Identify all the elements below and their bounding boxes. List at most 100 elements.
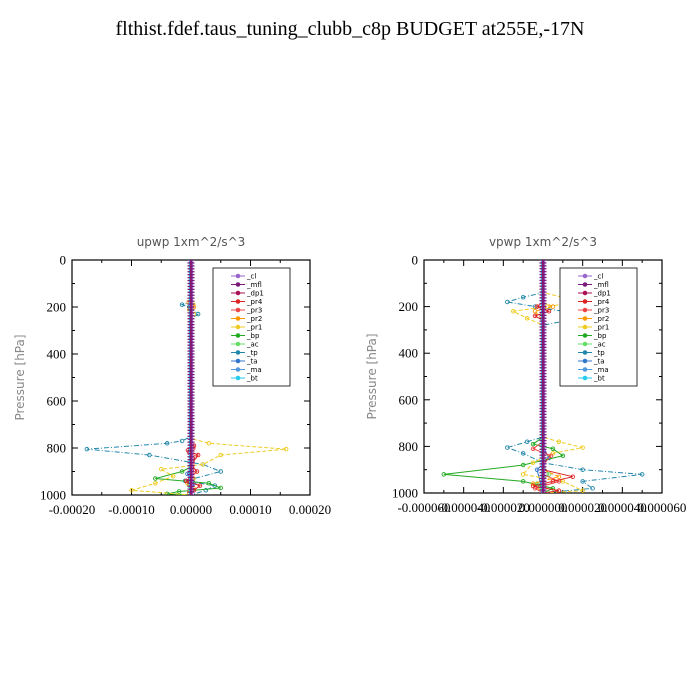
legend-marker-ta (582, 358, 588, 364)
series-point-pr1 (170, 473, 176, 479)
legend-marker-pr3 (235, 307, 241, 313)
x-tick-label: 0.000000 (519, 500, 568, 515)
series-point-ac (546, 472, 552, 477)
series-point-tp (639, 472, 645, 477)
legend-marker-pr1 (582, 324, 588, 330)
series-point-bp (520, 462, 526, 468)
series-point-pr1 (153, 481, 158, 486)
series-point-bp (441, 472, 447, 477)
series-line-tp (505, 260, 643, 493)
legend-entry-pr2: _pr2 (593, 315, 609, 323)
x-tick-label: 0.000020 (558, 500, 607, 515)
series-line-tp (86, 260, 223, 495)
y-tick-label: 0 (412, 253, 419, 268)
series-point-bp (153, 476, 158, 481)
y-tick-label: 1000 (40, 488, 66, 503)
legend-entry-bt: _bt (593, 375, 605, 383)
legend-marker-ma (582, 367, 588, 372)
legend-marker-pr2 (582, 316, 588, 321)
series-point-bp (550, 486, 556, 491)
legend-entry-ma: _ma (593, 366, 609, 374)
y-tick-label: 400 (47, 347, 67, 362)
x-tick-label: -0.000060 (397, 500, 450, 515)
legend-entry-mfl: _mfl (246, 281, 262, 289)
series-point-ta (534, 467, 540, 472)
series-point-bp (550, 446, 556, 451)
series-point-tp (505, 299, 510, 305)
series-point-pr4 (532, 313, 538, 319)
series-point-tp (195, 311, 201, 317)
series-point-pr1 (524, 316, 530, 321)
legend: _cl_mfl_dp1_pr4_pr3_pr2_pr1_bp_ac_tp_ta_… (559, 267, 638, 387)
series-point-pr4 (556, 488, 562, 493)
legend-marker-ma (235, 367, 241, 372)
legend-marker-tp (235, 350, 241, 355)
legend-marker-bp (235, 333, 241, 338)
series-point-bp (164, 491, 170, 495)
series-point-bp (218, 485, 223, 491)
legend-marker-mfl (582, 282, 588, 287)
series-point-tp (147, 452, 152, 458)
x-tick-label: -0.000040 (437, 500, 490, 515)
legend-entry-mfl: _mfl (593, 281, 609, 289)
y-tick-label: 800 (399, 439, 419, 454)
y-tick-label: 600 (47, 394, 67, 409)
series-point-tp (164, 441, 170, 446)
series-point-pr4 (197, 483, 203, 488)
x-tick-label: 0.00010 (229, 502, 271, 517)
series-point-tp (505, 445, 510, 450)
series-point-pr1 (520, 472, 526, 477)
legend-marker-pr2 (235, 316, 241, 321)
series-point-pr1 (283, 446, 289, 452)
legend-marker-bt (235, 375, 241, 381)
legend-entry-cl: _cl (246, 273, 256, 281)
legend-marker-mfl (235, 282, 241, 287)
panel-title: upwp 1xm^2/s^3 (137, 235, 246, 249)
series-point-tp (524, 439, 530, 444)
series-point-pr4 (194, 469, 200, 474)
y-tick-label: 600 (399, 392, 419, 407)
series-point-pr4 (534, 304, 540, 309)
series-point-tp (203, 488, 209, 493)
legend-entry-pr1: _pr1 (593, 324, 609, 332)
series-group (441, 260, 645, 493)
legend-entry-bp: _bp (593, 332, 607, 340)
series-point-tp (212, 483, 218, 488)
series-point-bp (179, 469, 185, 474)
series-point-tp (179, 438, 185, 444)
series-point-pr1 (218, 452, 223, 458)
series-point-pr2 (530, 481, 536, 486)
series-point-bp (520, 479, 526, 484)
legend-entry-bt: _bt (246, 375, 258, 383)
series-point-bp (530, 441, 536, 447)
legend-marker-pr1 (235, 324, 241, 330)
y-axis-label: Pressure [hPa] (365, 333, 379, 419)
legend-marker-tp (582, 350, 588, 355)
series-point-tp (580, 467, 585, 472)
x-tick-label: 0.00020 (289, 502, 331, 517)
legend-marker-cl (582, 273, 588, 279)
legend-marker-pr3 (582, 307, 588, 313)
series-point-pr2 (550, 304, 556, 309)
panel-title: vpwp 1xm^2/s^3 (489, 235, 597, 249)
legend: _cl_mfl_dp1_pr4_pr3_pr2_pr1_bp_ac_tp_ta_… (212, 267, 291, 387)
series-point-pr4 (530, 483, 536, 489)
x-tick-label: -0.000020 (477, 500, 530, 515)
legend-marker-bp (582, 333, 588, 338)
legend-marker-dp1 (582, 290, 588, 296)
series-point-tp (580, 479, 585, 484)
legend-entry-pr4: _pr4 (593, 298, 610, 306)
chart-panel-0: upwp 1xm^2/s^3 Pressure [hPa] -0.00020 -0.0… (13, 235, 331, 517)
y-tick-label: 0 (60, 253, 67, 268)
x-tick-label: 0.000060 (638, 500, 687, 515)
series-point-bp (560, 453, 566, 458)
series-point-pr2 (556, 474, 562, 479)
series-point-pr1 (580, 445, 585, 450)
legend-marker-cl (235, 273, 241, 279)
series-point-tp (520, 295, 526, 300)
legend-box (212, 267, 291, 387)
series-point-tp (84, 446, 90, 452)
y-tick-label: 200 (47, 300, 67, 315)
